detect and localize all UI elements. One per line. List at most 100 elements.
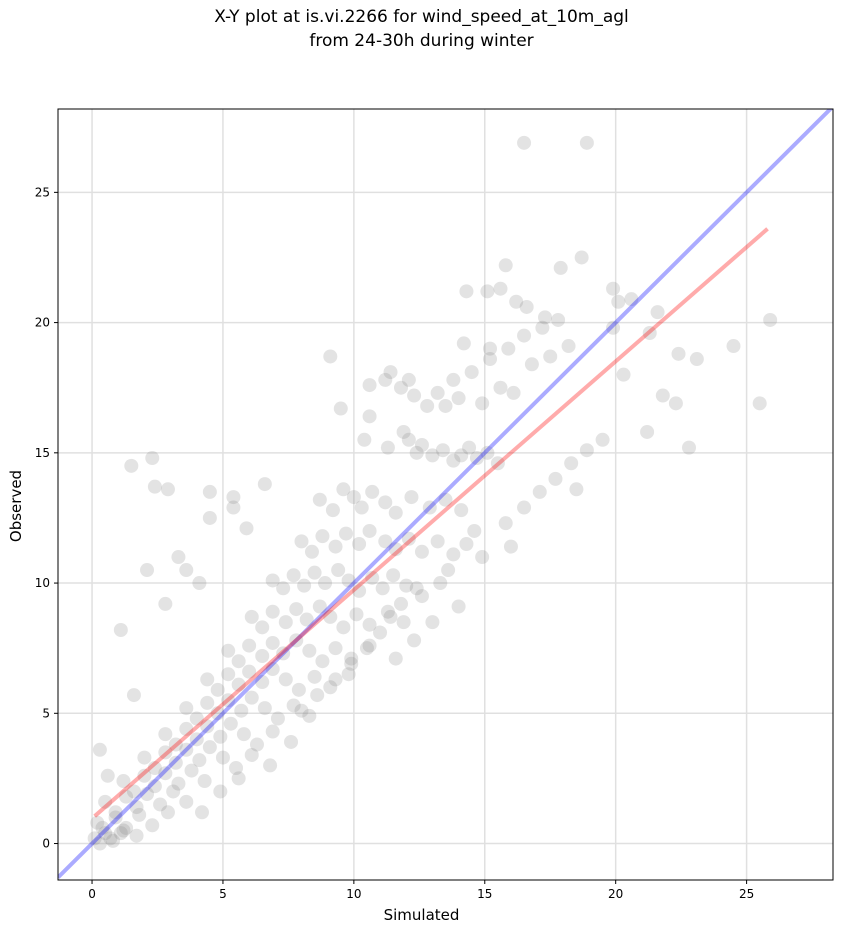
data-point [231,771,246,786]
data-point [315,529,330,544]
data-point [265,724,280,739]
data-point [179,701,194,716]
data-point [202,740,217,755]
data-point [257,477,272,492]
data-point [147,779,162,794]
axis-ticks: 0 5 10 15 20 25 0 5 10 15 20 25 [35,185,755,901]
data-point [624,292,639,307]
data-point [105,833,120,848]
data-point [454,448,469,463]
data-point [310,688,325,703]
data-point [318,576,333,591]
data-point [325,503,340,518]
data-point [299,612,314,627]
reference-lines [58,109,833,879]
data-point [344,651,359,666]
data-point [244,747,259,762]
data-point [270,711,285,726]
data-point [475,396,490,411]
data-point [464,365,479,380]
data-point [200,695,215,710]
data-point [236,727,251,742]
data-point [365,484,380,499]
data-point [354,500,369,515]
data-point [286,698,301,713]
data-point [616,367,631,382]
data-point [341,573,356,588]
data-point [441,563,456,578]
plot-frame [57,108,834,881]
x-tick-label: 15 [477,887,492,901]
data-point [294,534,309,549]
data-point [336,482,351,497]
data-point [197,774,212,789]
data-point [503,539,518,554]
data-point [126,784,141,799]
chart-title: X-Y plot at is.vi.2266 for wind_speed_at… [214,7,629,27]
data-point [323,680,338,695]
data-point [393,596,408,611]
data-point [257,701,272,716]
data-point [362,523,377,538]
data-point [383,609,398,624]
data-point [116,774,131,789]
data-point [129,800,144,815]
data-point [294,703,309,718]
data-point [234,703,249,718]
data-point [425,448,440,463]
data-point [312,599,327,614]
data-point [532,484,547,499]
x-axis-label: Simulated [383,906,460,924]
data-point [655,388,670,403]
data-point [229,760,244,775]
data-point [362,638,377,653]
data-point [116,823,131,838]
data-point [383,365,398,380]
data-point [126,688,141,703]
data-point [446,453,461,468]
data-point [483,352,498,367]
data-point [493,281,508,296]
data-point [215,750,230,765]
data-point [312,492,327,507]
grid [58,109,833,880]
data-point [307,669,322,684]
data-point [393,380,408,395]
data-point [328,641,343,656]
data-point [278,615,293,630]
data-point [108,810,123,825]
data-point [158,766,173,781]
data-point [189,732,204,747]
data-point [147,760,162,775]
data-point [543,349,558,364]
data-point [551,312,566,327]
data-point [425,615,440,630]
data-point [438,492,453,507]
data-point [113,622,128,637]
data-point [315,654,330,669]
data-point [200,719,215,734]
data-point [671,346,686,361]
data-point [399,578,414,593]
x-tick-label: 10 [346,887,361,901]
data-point [231,677,246,692]
data-point [579,443,594,458]
data-point [331,563,346,578]
data-point [535,320,550,335]
data-point [289,633,304,648]
data-point [435,443,450,458]
data-point [179,721,194,736]
data-point [517,500,532,515]
data-point [200,672,215,687]
data-point [433,576,448,591]
data-point [404,490,419,505]
data-point [548,471,563,486]
data-point [221,693,236,708]
data-point [140,787,155,802]
data-point [344,656,359,671]
data-point [459,536,474,551]
data-point [202,510,217,525]
data-point [244,609,259,624]
data-point [752,396,767,411]
